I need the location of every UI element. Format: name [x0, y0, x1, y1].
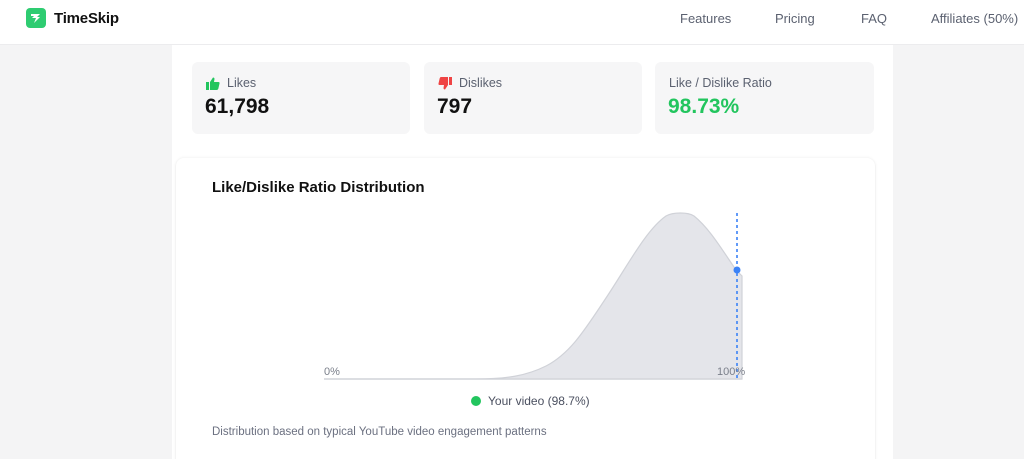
- brand-logo[interactable]: TimeSkip: [26, 8, 119, 28]
- distribution-chart-card: Like/Dislike Ratio Distribution 0% 100% …: [176, 158, 875, 459]
- dislikes-value: 797: [437, 95, 473, 118]
- legend-dot-icon: [471, 396, 481, 406]
- ratio-card: Like / Dislike Ratio 98.73%: [655, 62, 874, 134]
- likes-value: 61,798: [205, 95, 270, 118]
- dislikes-label: Dislikes: [459, 76, 503, 90]
- likes-label: Likes: [227, 76, 257, 90]
- chart-title: Like/Dislike Ratio Distribution: [212, 179, 425, 196]
- x-axis-max-label: 100%: [717, 366, 746, 378]
- lightning-logo-icon: [26, 8, 46, 28]
- ratio-label: Like / Dislike Ratio: [669, 76, 772, 90]
- nav-affiliates[interactable]: Affiliates (50%): [931, 11, 1019, 26]
- distribution-chart: [324, 212, 743, 380]
- nav-faq[interactable]: FAQ: [861, 11, 888, 26]
- distribution-area: [324, 212, 743, 380]
- legend-label: Your video (98.7%): [488, 394, 590, 408]
- your-video-marker-dot: [733, 266, 741, 274]
- chart-legend: Your video (98.7%): [471, 394, 590, 408]
- thumbs-up-icon: [206, 77, 220, 90]
- top-nav-bar: TimeSkip Features Pricing FAQ Affiliates…: [0, 0, 1024, 45]
- chart-footnote: Distribution based on typical YouTube vi…: [212, 426, 547, 438]
- results-panel: Likes 61,798 Dislikes 797 Like / Dislike…: [172, 45, 893, 459]
- nav-pricing[interactable]: Pricing: [775, 11, 815, 26]
- brand-name: TimeSkip: [54, 9, 119, 27]
- likes-card: Likes 61,798: [192, 62, 410, 134]
- nav-features[interactable]: Features: [680, 11, 732, 26]
- thumbs-down-icon: [438, 76, 452, 89]
- dislikes-card: Dislikes 797: [424, 62, 642, 134]
- ratio-value: 98.73%: [668, 95, 740, 118]
- x-axis-min-label: 0%: [324, 366, 340, 378]
